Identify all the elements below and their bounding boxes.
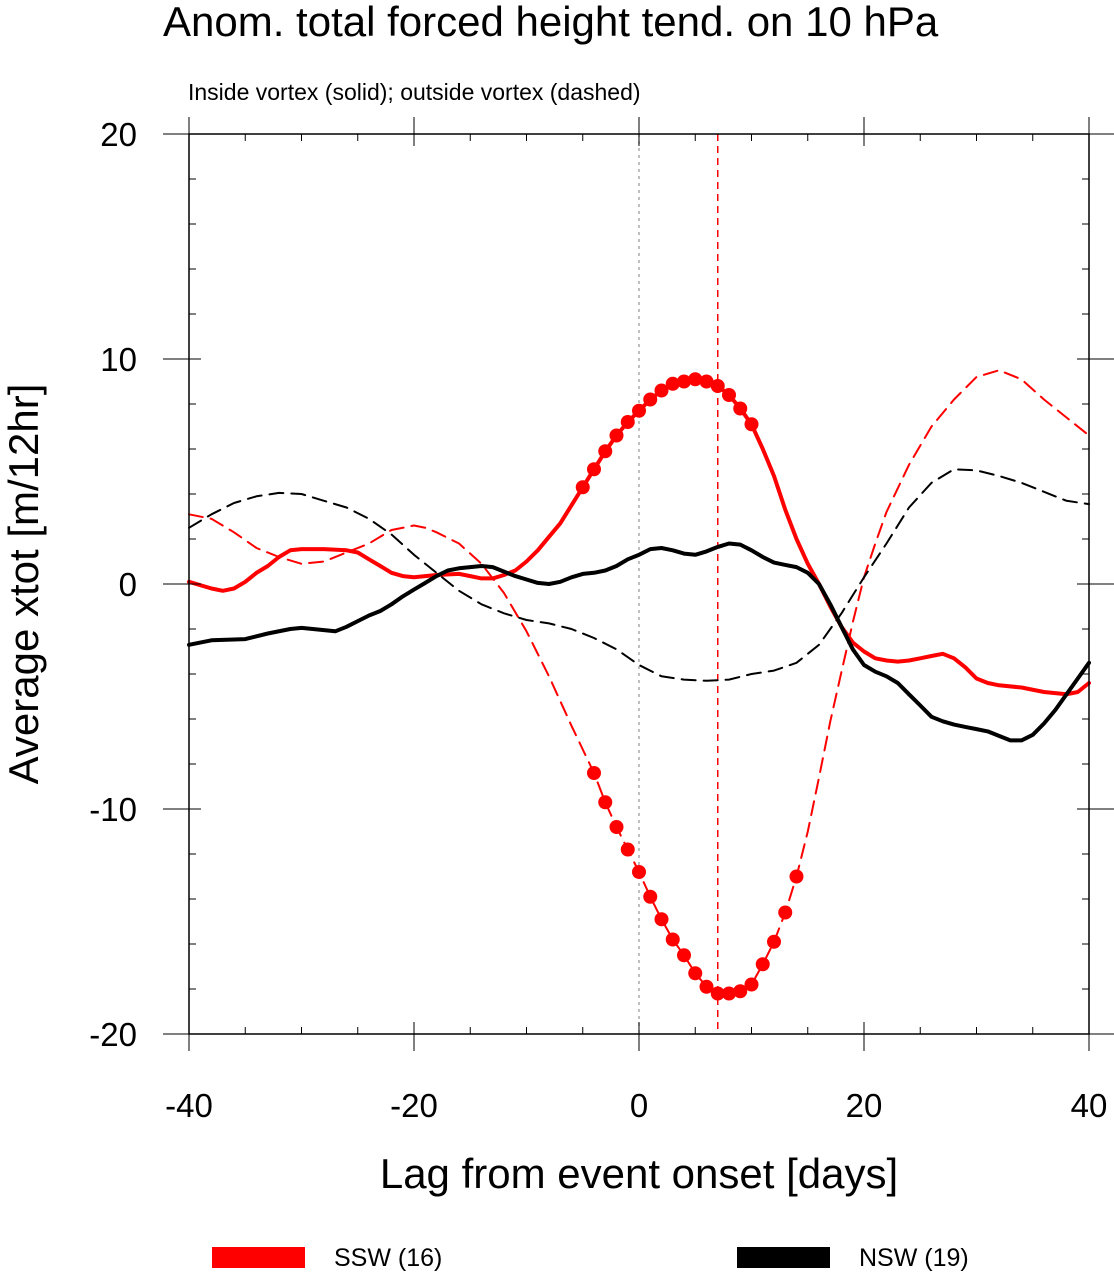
significance-marker (733, 401, 748, 416)
y-tick-label: 0 (119, 566, 137, 603)
significance-marker (654, 383, 669, 398)
legend-label: NSW (19) (859, 1244, 969, 1272)
significance-marker (710, 986, 725, 1001)
legend-swatch (212, 1247, 305, 1268)
y-tick-label: -10 (89, 791, 137, 828)
series-line (188, 468, 1090, 682)
y-tick-label: 20 (100, 116, 137, 153)
significance-marker (778, 905, 793, 920)
y-tick-label: 10 (100, 341, 137, 378)
series-layer (187, 134, 1091, 1034)
significance-marker (733, 984, 748, 999)
series-line (187, 541, 1091, 743)
significance-marker (620, 415, 635, 429)
significance-marker (598, 444, 613, 459)
y-axis-title: Average xtot [m/12hr] (0, 384, 47, 785)
x-tick-label: -40 (165, 1087, 213, 1124)
chart-subtitle: Inside vortex (solid); outside vortex (d… (188, 79, 641, 105)
significance-marker (722, 986, 736, 1001)
significance-marker (643, 392, 658, 407)
significance-marker (699, 374, 714, 389)
chart-title: Anom. total forced height tend. on 10 hP… (163, 0, 939, 45)
significance-marker (587, 462, 601, 477)
y-tick-label: -20 (89, 1016, 137, 1053)
significance-marker (620, 842, 635, 857)
axis-layer: -40 -20 0 20 40 20 10 0 -10 -20 (89, 116, 1114, 1124)
significance-marker (632, 403, 646, 418)
legend-label: SSW (16) (334, 1244, 442, 1272)
x-tick-label: -20 (390, 1087, 438, 1124)
series-line (187, 377, 1091, 697)
significance-marker (609, 428, 624, 443)
legend-swatch (737, 1247, 830, 1268)
significance-marker (744, 977, 759, 992)
significance-marker (789, 869, 804, 884)
x-tick-label: 20 (846, 1087, 883, 1124)
x-tick-label: 0 (630, 1087, 648, 1124)
significance-marker (688, 372, 703, 387)
significance-marker (654, 912, 669, 927)
significance-marker (665, 376, 680, 391)
significance-marker (632, 865, 646, 879)
legend: SSW (16) NSW (19) (212, 1244, 969, 1272)
significance-marker (665, 932, 680, 947)
significance-marker (722, 388, 736, 402)
significance-marker (688, 966, 703, 981)
significance-marker (677, 948, 691, 963)
significance-marker (710, 379, 725, 393)
significance-marker (587, 766, 601, 780)
significance-marker (744, 417, 759, 432)
significance-marker (767, 934, 781, 949)
x-axis-title: Lag from event onset [days] (380, 1150, 898, 1197)
significance-marker (643, 889, 658, 904)
significance-marker (677, 374, 691, 389)
significance-marker (598, 795, 613, 810)
series-line (188, 369, 1090, 995)
x-tick-label: 40 (1071, 1087, 1108, 1124)
significance-marker (699, 979, 714, 994)
significance-marker (755, 957, 770, 972)
significance-marker (575, 480, 590, 495)
significance-marker (609, 820, 624, 834)
